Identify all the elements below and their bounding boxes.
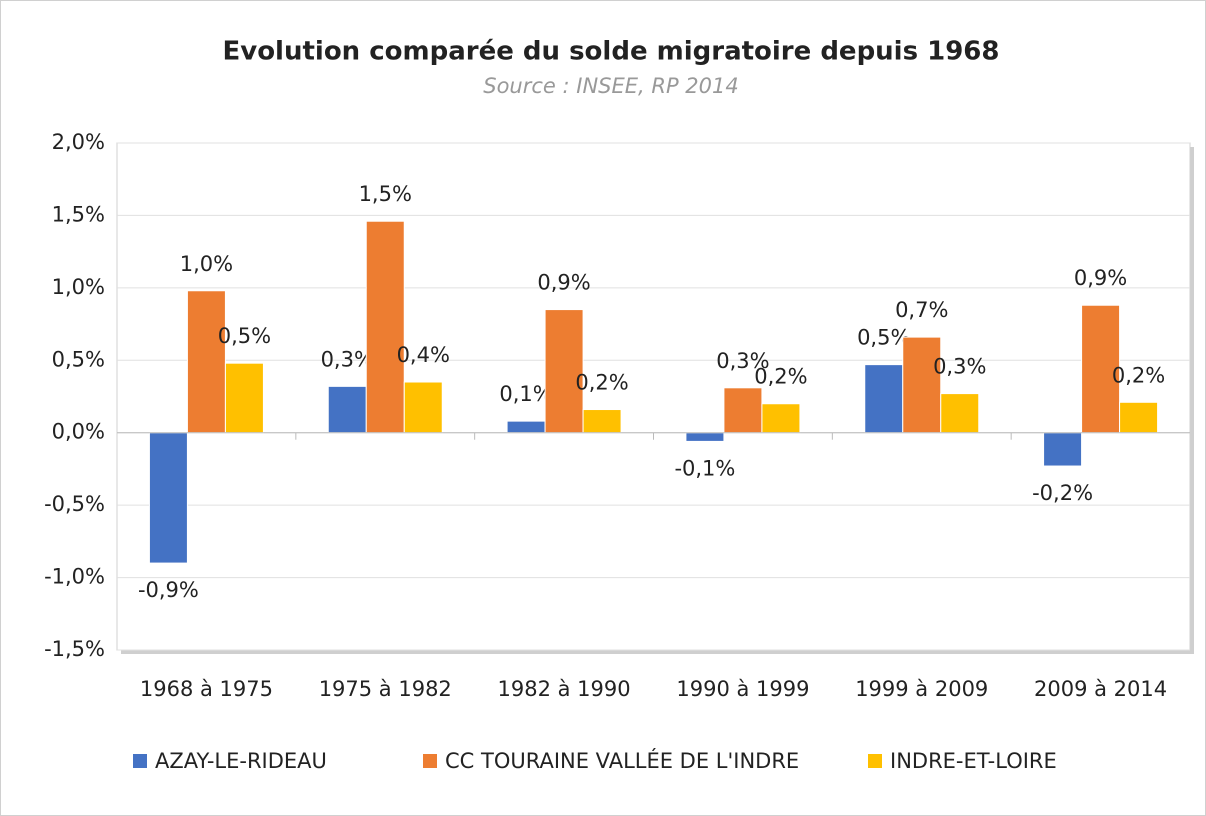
bar [148,432,188,564]
legend-swatch [133,754,147,768]
chart-subtitle: Source : INSEE, RP 2014 [483,74,739,98]
value-label: -0,9% [138,578,199,602]
y-tick-label: 1,0% [52,275,105,299]
chart-title: Evolution comparée du solde migratoire d… [222,37,999,67]
value-label: 0,2% [754,365,807,389]
bar [506,420,546,434]
bar [761,403,801,434]
bar [685,432,725,442]
y-tick-label: 1,5% [52,202,105,226]
x-tick-label: 1999 à 2009 [855,677,988,701]
y-tick-label: 0,5% [52,347,105,371]
y-tick-label: 2,0% [52,130,105,154]
bar [582,409,622,434]
bar [940,393,980,434]
value-label: -0,1% [674,456,735,480]
x-tick-label: 1990 à 1999 [676,677,809,701]
value-label: 0,4% [397,343,450,367]
x-tick-label: 2009 à 2014 [1034,677,1167,701]
bar [403,381,443,434]
value-label: -0,2% [1032,481,1093,505]
value-label: 0,3% [933,355,986,379]
value-label: 0,3% [716,349,769,373]
legend-label: INDRE-ET-LOIRE [890,749,1057,773]
value-label: 1,0% [180,252,233,276]
bar [1119,401,1159,434]
x-tick-label: 1975 à 1982 [319,677,452,701]
bar [186,290,226,434]
value-label: 0,3% [321,347,374,371]
bar [327,385,367,434]
value-label: 1,5% [359,182,412,206]
plot-area [116,142,1191,651]
bar [224,362,264,434]
legend-label: CC TOURAINE VALLÉE DE L'INDRE [445,748,799,773]
bar [902,336,942,434]
y-tick-label: 0,0% [52,420,105,444]
value-label: 0,5% [857,326,910,350]
value-label: 0,9% [1074,266,1127,290]
bar [723,387,763,434]
value-label: 0,2% [575,371,628,395]
value-label: 0,9% [537,271,590,295]
bar [365,220,405,434]
x-tick-label: 1982 à 1990 [498,677,631,701]
legend-swatch [423,754,437,768]
y-tick-label: -1,0% [44,565,105,589]
value-label: 0,5% [218,324,271,348]
value-label: 0,1% [499,382,552,406]
value-label: 0,2% [1112,363,1165,387]
y-tick-label: -1,5% [44,637,105,661]
bar [864,364,904,434]
legend-swatch [868,754,882,768]
bar [1081,304,1121,434]
bar [1043,432,1083,467]
legend-label: AZAY-LE-RIDEAU [155,749,327,773]
bar [544,309,584,434]
value-label: 0,7% [895,298,948,322]
x-tick-label: 1968 à 1975 [140,677,273,701]
y-tick-label: -0,5% [44,492,105,516]
